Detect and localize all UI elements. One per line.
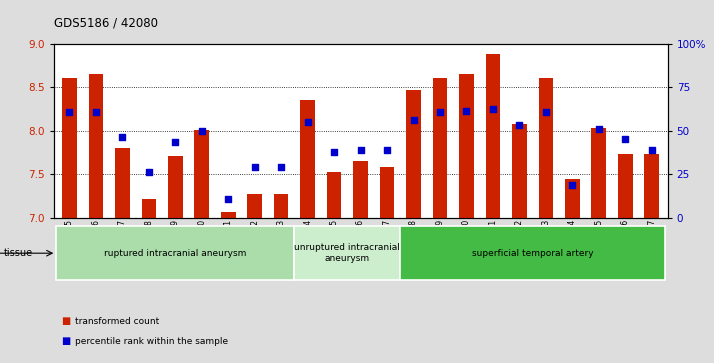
Bar — [89, 74, 104, 218]
Point — [567, 182, 578, 188]
Text: transformed count: transformed count — [75, 317, 159, 326]
Bar — [194, 130, 209, 218]
Point — [487, 106, 498, 112]
Point — [620, 136, 631, 142]
Text: ■: ■ — [61, 336, 70, 346]
Point — [355, 147, 366, 153]
Bar — [115, 148, 130, 218]
Bar — [62, 78, 76, 218]
Text: superficial temporal artery: superficial temporal artery — [472, 249, 593, 258]
Point — [461, 108, 472, 114]
Bar — [56, 226, 294, 280]
Point — [381, 147, 393, 153]
Point — [223, 196, 234, 201]
Bar — [433, 78, 447, 218]
Bar — [565, 179, 580, 218]
Point — [434, 109, 446, 114]
Point — [64, 109, 75, 114]
Bar — [168, 156, 183, 218]
Point — [170, 139, 181, 145]
Bar — [486, 54, 501, 218]
Point — [302, 119, 313, 125]
Text: ruptured intracranial aneurysm: ruptured intracranial aneurysm — [104, 249, 246, 258]
Bar — [459, 74, 473, 218]
Point — [593, 126, 605, 132]
Text: tissue: tissue — [4, 248, 33, 258]
Text: GDS5186 / 42080: GDS5186 / 42080 — [54, 16, 158, 29]
Point — [249, 164, 261, 170]
Bar — [645, 154, 659, 218]
Bar — [401, 226, 665, 280]
Point — [513, 123, 525, 129]
Bar — [294, 226, 401, 280]
Text: ■: ■ — [61, 316, 70, 326]
Point — [646, 147, 658, 153]
Bar — [221, 212, 236, 218]
Bar — [353, 161, 368, 218]
Bar — [406, 90, 421, 218]
Point — [196, 128, 208, 134]
Bar — [248, 194, 262, 218]
Bar — [538, 78, 553, 218]
Point — [143, 170, 154, 175]
Bar — [512, 124, 527, 218]
Text: percentile rank within the sample: percentile rank within the sample — [75, 337, 228, 346]
Bar — [591, 128, 606, 218]
Bar — [618, 154, 633, 218]
Bar — [380, 167, 394, 218]
Bar — [301, 100, 315, 218]
Bar — [327, 172, 341, 218]
Point — [408, 117, 419, 123]
Point — [328, 150, 340, 155]
Point — [540, 109, 551, 114]
Point — [276, 164, 287, 170]
Bar — [274, 194, 288, 218]
Point — [116, 134, 128, 140]
Text: unruptured intracranial
aneurysm: unruptured intracranial aneurysm — [294, 244, 401, 263]
Point — [90, 109, 101, 114]
Bar — [141, 199, 156, 218]
